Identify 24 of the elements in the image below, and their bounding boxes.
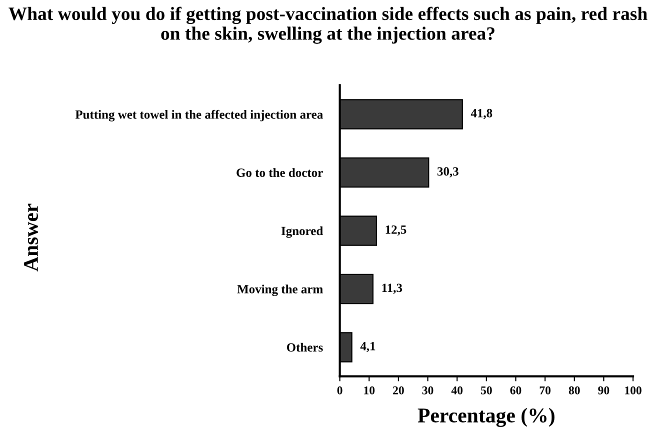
data-label: 4,1 [360, 342, 376, 352]
chart-title: What would you do if getting post-vaccination side effects such as pain, red rash on the skin, swelling at the injection area? [8, 6, 648, 44]
x-tick-label: 60 [510, 386, 522, 394]
y-tick-label: Ignored [281, 226, 323, 238]
x-tick-label: 70 [540, 386, 551, 394]
x-tick-label: 90 [598, 386, 610, 394]
x-tick-label: 10 [364, 386, 375, 394]
y-axis-title: Answer [24, 204, 38, 272]
x-tick-label: 0 [337, 386, 342, 394]
x-tick-label: 80 [568, 386, 580, 394]
x-tick-label: 40 [451, 386, 463, 394]
x-tick-label: 30 [422, 386, 434, 394]
data-label: 11,3 [382, 284, 402, 294]
data-label: 41,8 [470, 108, 492, 120]
y-tick-label: Others [286, 342, 323, 352]
data-label: 12,5 [386, 225, 406, 236]
x-axis-title: Percentage (%) [418, 408, 554, 427]
x-tick-label: 20 [393, 386, 404, 394]
x-tick-label: 50 [480, 386, 492, 394]
y-tick-label: Putting wet towel in the affected injection area [75, 110, 323, 122]
data-label: 30,3 [437, 167, 458, 178]
x-tick-label: 100 [625, 386, 642, 394]
y-tick-label: Moving the arm [237, 284, 323, 296]
y-tick-label: Go to the doctor [236, 168, 323, 177]
